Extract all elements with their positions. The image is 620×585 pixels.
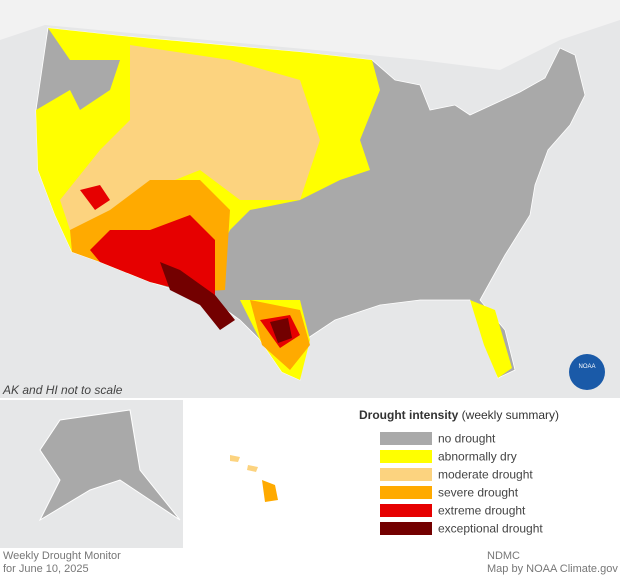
scale-note: AK and HI not to scale xyxy=(2,383,123,397)
canada xyxy=(0,0,620,70)
drought-area xyxy=(80,185,110,210)
legend-swatch xyxy=(380,468,432,481)
noaa-logo xyxy=(569,354,605,390)
footer-credit: Map by NOAA Climate.gov xyxy=(487,563,618,575)
legend-swatch xyxy=(380,522,432,535)
legend-swatch xyxy=(380,432,432,445)
legend-swatch xyxy=(380,486,432,499)
legend: no drought abnormally dry moderate drought… xyxy=(380,432,543,536)
legend-subtitle: (weekly summary) xyxy=(462,408,559,422)
footer-source: NDMC xyxy=(487,550,520,562)
legend-panel xyxy=(298,400,620,548)
legend-label: no drought xyxy=(438,432,496,446)
hawaii xyxy=(262,480,278,502)
logo-text: NOAA xyxy=(578,364,595,370)
hawaii xyxy=(247,465,258,472)
legend-title: Drought intensity (weekly summary) xyxy=(359,408,559,422)
legend-title-text: Drought intensity xyxy=(359,408,459,422)
legend-label: extreme drought xyxy=(438,504,526,518)
legend-label: moderate drought xyxy=(438,468,533,482)
alaska xyxy=(38,409,181,522)
footer-title: Weekly Drought Monitor xyxy=(3,550,121,562)
drought-area xyxy=(60,45,320,230)
drought-area xyxy=(160,262,235,330)
conus-map xyxy=(35,27,586,381)
legend-label: exceptional drought xyxy=(438,522,543,536)
footer-date: for June 10, 2025 xyxy=(3,563,89,575)
legend-swatch xyxy=(380,504,432,517)
legend-label: severe drought xyxy=(438,486,519,500)
legend-label: abnormally dry xyxy=(438,450,517,464)
legend-swatch xyxy=(380,450,432,463)
drought-area xyxy=(270,318,292,343)
hawaii xyxy=(230,455,240,462)
hawaii-panel xyxy=(186,400,296,548)
drought-area xyxy=(470,300,512,378)
